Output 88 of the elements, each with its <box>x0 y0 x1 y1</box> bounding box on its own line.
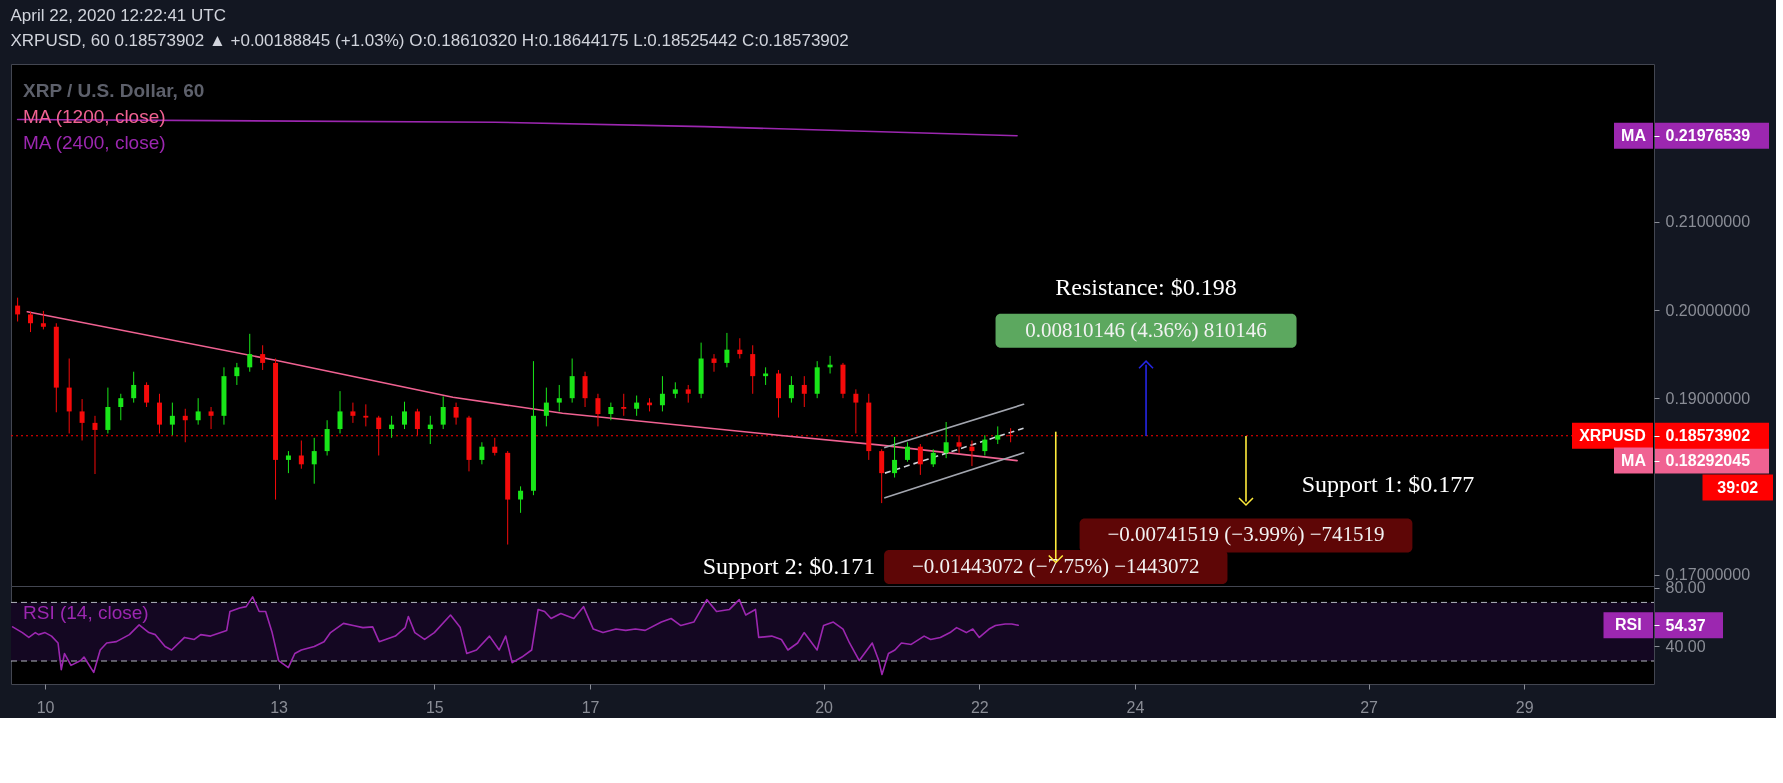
x-tick-label: 10 <box>36 698 55 716</box>
candlestick <box>917 443 923 476</box>
candlestick <box>234 362 240 386</box>
chart-title: April 22, 2020 12:22:41 UTC <box>10 6 226 25</box>
candlestick <box>479 441 485 465</box>
candlestick <box>879 448 885 504</box>
candlestick <box>118 393 124 421</box>
line-series <box>26 310 1018 462</box>
candlestick <box>208 406 214 430</box>
annotation: Support 1: $0.177 <box>1301 471 1475 497</box>
candlestick <box>156 393 162 434</box>
y-tick-label: 54.37 <box>1665 616 1706 634</box>
data-label: 0.00810146 (4.36%) 810146 <box>1025 317 1267 342</box>
candlestick <box>298 440 304 470</box>
candlestick <box>737 337 743 360</box>
candlestick <box>982 434 988 456</box>
annotation: RSI <box>1614 616 1642 634</box>
y-tick-label: 0.21976539 <box>1665 127 1751 145</box>
y-tick-label: 0.18292045 <box>1665 452 1751 470</box>
candlestick <box>363 403 369 427</box>
annotation: MA <box>1621 451 1647 469</box>
candlestick <box>260 344 266 371</box>
y-tick-label: 0.21000000 <box>1665 213 1751 231</box>
candlestick <box>750 344 756 395</box>
y-tick-label: 0.20000000 <box>1665 301 1751 319</box>
candlestick <box>324 419 330 456</box>
y-tick-label: 40.00 <box>1665 637 1706 655</box>
text: 39:02 <box>1717 478 1759 496</box>
chart-subtitle: XRPUSD, 60 0.18573902 ▲ +0.00188845 (+1.03%) O:0.18610320 H:0.18644175 L:0.18525442 C:0.18573902 <box>10 31 849 50</box>
candlestick <box>40 310 46 330</box>
x-tick-label: 22 <box>970 698 989 716</box>
candlestick <box>569 358 575 404</box>
data-label: −0.01443072 (−7.75%) −1443072 <box>912 554 1200 578</box>
candlestick <box>337 390 343 434</box>
candlestick <box>969 440 975 467</box>
candlestick <box>582 371 588 408</box>
x-tick-label: 27 <box>1360 698 1379 716</box>
candlestick <box>79 398 85 442</box>
candlestick <box>285 450 291 474</box>
y-tick-label: 80.00 <box>1665 579 1706 597</box>
annotation: MA <box>1621 126 1647 144</box>
candlestick <box>195 397 201 426</box>
annotation: Resistance: $0.198 <box>1055 274 1237 300</box>
candlestick <box>247 333 253 373</box>
x-tick-label: 24 <box>1126 698 1145 716</box>
candlestick <box>427 415 433 445</box>
candlestick <box>711 353 717 373</box>
y-tick-label: 0.18573902 <box>1665 427 1751 445</box>
x-tick-label: 15 <box>425 698 444 716</box>
candlestick <box>105 387 111 434</box>
candlestick <box>311 437 317 485</box>
candlestick <box>595 393 601 427</box>
candlestick <box>15 297 21 322</box>
candlestick <box>853 388 859 434</box>
y-tick-label: 0.19000000 <box>1665 389 1751 407</box>
candlestick <box>801 375 807 408</box>
series-label: MA (2400, close) <box>23 132 166 153</box>
candlestick <box>144 381 150 408</box>
x-tick-label: 20 <box>815 698 834 716</box>
data-label: −0.00741519 (−3.99%) −741519 <box>1107 522 1385 547</box>
candlestick <box>169 402 175 436</box>
ref-line-label: XRPUSD <box>1579 426 1646 444</box>
candlestick <box>440 395 446 430</box>
candlestick <box>788 375 794 404</box>
candlestick <box>66 358 72 434</box>
series-label: RSI (14, close) <box>23 602 149 623</box>
legend-title: XRP / U.S. Dollar, 60 <box>23 80 205 101</box>
candlestick <box>518 485 524 514</box>
candlestick <box>892 436 898 479</box>
annotation: Support 2: $0.171 <box>702 553 876 579</box>
candlestick <box>621 393 627 417</box>
candlestick <box>724 332 730 368</box>
candlestick <box>402 401 407 430</box>
candlestick <box>350 402 356 424</box>
candlestick <box>659 375 665 412</box>
candlestick <box>28 311 34 333</box>
x-tick-label: 17 <box>581 698 600 716</box>
candlestick <box>543 387 549 427</box>
candlestick <box>453 402 459 426</box>
line-series <box>11 596 1020 676</box>
x-tick-label: 29 <box>1515 698 1534 716</box>
x-tick-label: 13 <box>270 698 289 716</box>
candlestick <box>389 415 395 439</box>
candlestick <box>904 441 910 463</box>
candlestick <box>634 395 640 417</box>
candlestick <box>556 384 562 412</box>
candlestick <box>943 421 949 459</box>
candlestick <box>131 371 137 404</box>
